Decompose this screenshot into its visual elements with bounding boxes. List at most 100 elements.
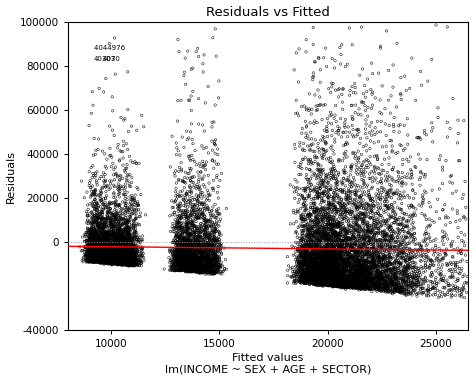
Point [322, 173, 329, 179]
Point [343, 263, 351, 269]
Point [199, 158, 207, 164]
Point [198, 223, 205, 230]
Point [90, 231, 98, 237]
Point [194, 247, 201, 253]
Point [328, 186, 335, 192]
Point [364, 182, 371, 188]
Point [339, 272, 346, 278]
Point [184, 250, 192, 256]
Point [211, 229, 219, 235]
Point [348, 180, 356, 186]
Point [300, 238, 307, 244]
Point [124, 246, 131, 252]
Point [422, 268, 429, 274]
Point [328, 228, 336, 234]
Point [303, 260, 310, 266]
Point [190, 207, 198, 213]
Point [334, 266, 341, 272]
Point [178, 259, 186, 265]
Point [325, 271, 332, 277]
Point [342, 276, 349, 282]
Point [121, 237, 128, 243]
Point [395, 286, 403, 292]
Point [298, 223, 306, 229]
Point [359, 257, 367, 263]
Point [405, 291, 412, 298]
Point [108, 261, 116, 267]
Point [430, 285, 438, 291]
Point [301, 272, 309, 278]
Point [190, 266, 197, 272]
Point [110, 255, 118, 261]
Point [131, 159, 139, 165]
Point [409, 239, 417, 245]
Point [349, 247, 356, 253]
Point [90, 255, 98, 261]
Point [434, 196, 442, 202]
Point [178, 259, 186, 265]
Point [100, 257, 107, 263]
Point [190, 253, 198, 259]
Point [186, 255, 193, 261]
Point [298, 272, 305, 278]
Point [90, 253, 97, 260]
Point [92, 253, 100, 260]
Point [328, 201, 335, 207]
Point [124, 244, 131, 250]
Point [369, 102, 376, 108]
Point [333, 254, 341, 260]
Point [115, 259, 123, 265]
Point [334, 272, 342, 279]
Point [206, 219, 214, 225]
Point [307, 201, 315, 207]
Point [338, 271, 346, 277]
Point [104, 241, 112, 247]
Point [403, 175, 411, 181]
Point [101, 240, 109, 246]
Point [339, 283, 347, 290]
Point [176, 223, 183, 230]
Point [112, 239, 120, 245]
Point [180, 256, 188, 262]
Point [388, 282, 396, 288]
Point [124, 249, 132, 255]
Point [126, 250, 134, 256]
Point [401, 278, 409, 284]
Point [320, 236, 328, 242]
Point [129, 260, 137, 266]
Point [194, 242, 201, 249]
Point [448, 293, 456, 299]
Point [89, 251, 97, 257]
Point [390, 279, 398, 285]
Point [346, 179, 354, 185]
Point [343, 277, 351, 283]
Point [111, 258, 118, 264]
Point [395, 276, 402, 282]
Point [460, 286, 468, 292]
Point [348, 188, 356, 195]
Point [385, 287, 393, 293]
Point [305, 244, 313, 250]
Point [125, 218, 132, 224]
Point [172, 189, 179, 195]
Point [210, 236, 218, 242]
Point [356, 286, 363, 292]
Point [95, 259, 102, 265]
Point [183, 262, 191, 268]
Point [398, 254, 406, 260]
Point [115, 258, 123, 264]
Point [334, 261, 342, 268]
Point [335, 268, 342, 274]
Point [129, 260, 137, 266]
Point [362, 240, 369, 246]
Point [95, 249, 103, 255]
Point [118, 253, 126, 259]
Point [325, 266, 332, 272]
Point [375, 220, 383, 226]
Point [123, 224, 130, 230]
Point [91, 258, 99, 264]
Point [320, 280, 328, 286]
Point [297, 268, 304, 274]
Point [106, 258, 113, 264]
Point [101, 253, 109, 259]
